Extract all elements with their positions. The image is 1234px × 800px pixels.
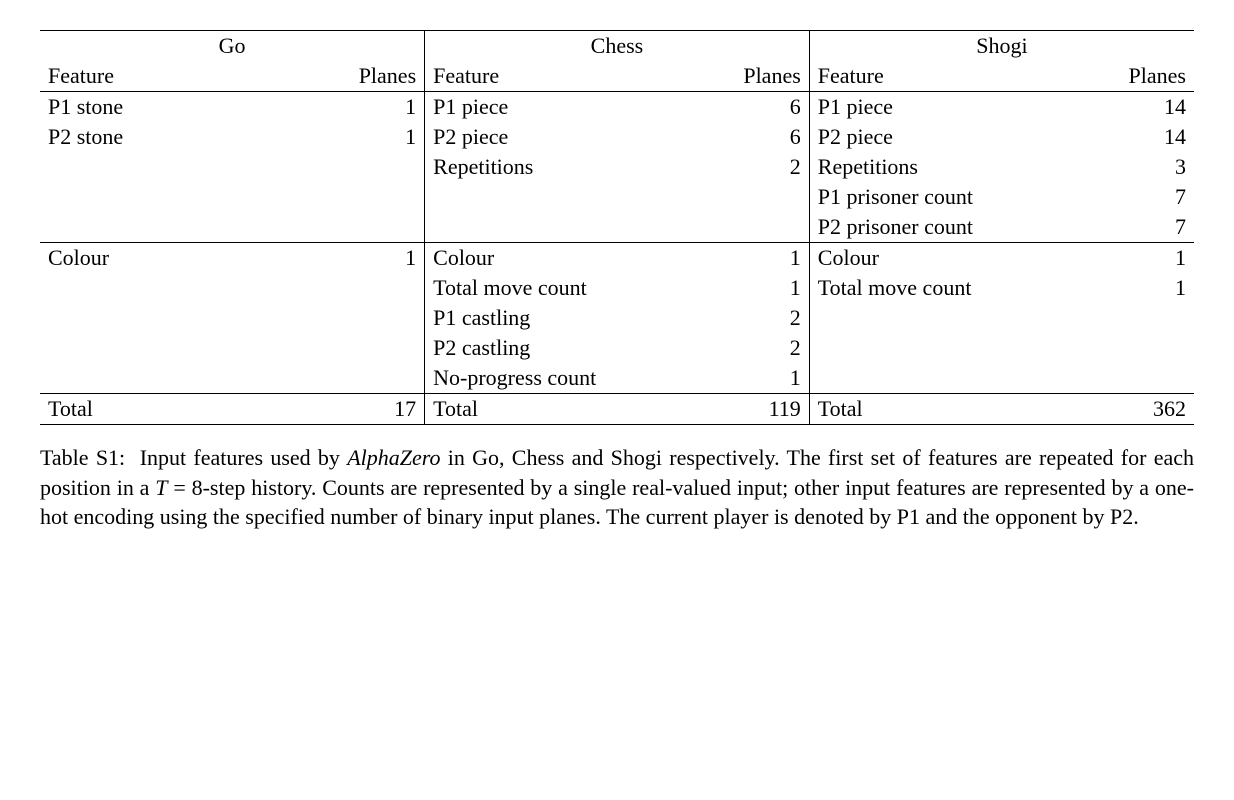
cell-feature: Colour xyxy=(425,243,691,274)
col-planes-go: Planes xyxy=(306,61,425,92)
table-row: P2 prisoner count 7 xyxy=(40,212,1194,243)
cell-planes xyxy=(306,182,425,212)
cell-planes: 1 xyxy=(1075,243,1194,274)
cell-planes: 1 xyxy=(690,363,809,394)
cell-feature xyxy=(40,182,306,212)
table-row: Total move count 1 Total move count 1 xyxy=(40,273,1194,303)
caption-text: -step history. Counts are represented by… xyxy=(40,475,1194,530)
cell-planes xyxy=(306,303,425,333)
table-row: P1 stone 1 P1 piece 6 P1 piece 14 xyxy=(40,92,1194,123)
cell-planes xyxy=(306,363,425,394)
cell-planes: 2 xyxy=(690,333,809,363)
cell-planes: 14 xyxy=(1075,122,1194,152)
cell-feature xyxy=(40,152,306,182)
cell-feature: P2 stone xyxy=(40,122,306,152)
cell-planes: 7 xyxy=(1075,212,1194,243)
cell-feature xyxy=(425,212,691,243)
col-planes-chess: Planes xyxy=(690,61,809,92)
cell-planes xyxy=(1075,363,1194,394)
game-header-shogi: Shogi xyxy=(809,31,1194,62)
feature-table: Go Chess Shogi Feature Planes Feature Pl… xyxy=(40,30,1194,425)
cell-planes: 6 xyxy=(690,92,809,123)
cell-planes xyxy=(690,212,809,243)
cell-feature xyxy=(809,333,1075,363)
cell-feature: P1 piece xyxy=(809,92,1075,123)
cell-feature: P1 stone xyxy=(40,92,306,123)
cell-feature: P2 piece xyxy=(425,122,691,152)
cell-feature xyxy=(40,273,306,303)
cell-feature xyxy=(809,363,1075,394)
table-row: Colour 1 Colour 1 Colour 1 xyxy=(40,243,1194,274)
total-planes-chess: 119 xyxy=(690,394,809,425)
cell-feature xyxy=(40,363,306,394)
cell-planes: 1 xyxy=(690,273,809,303)
cell-planes xyxy=(306,273,425,303)
cell-feature: Total move count xyxy=(425,273,691,303)
cell-planes xyxy=(1075,333,1194,363)
cell-planes: 1 xyxy=(690,243,809,274)
cell-feature: Colour xyxy=(809,243,1075,274)
cell-feature: P2 prisoner count xyxy=(809,212,1075,243)
caption-text: Input features used by xyxy=(140,445,347,470)
cell-feature xyxy=(40,303,306,333)
col-feature-chess: Feature xyxy=(425,61,691,92)
col-feature-go: Feature xyxy=(40,61,306,92)
cell-planes xyxy=(306,333,425,363)
cell-planes xyxy=(690,182,809,212)
cell-feature: P1 prisoner count xyxy=(809,182,1075,212)
total-label-go: Total xyxy=(40,394,306,425)
caption-math-eq: = 8 xyxy=(168,475,203,500)
table-row: P1 castling 2 xyxy=(40,303,1194,333)
cell-planes xyxy=(306,212,425,243)
cell-planes: 1 xyxy=(306,122,425,152)
table-row: Repetitions 2 Repetitions 3 xyxy=(40,152,1194,182)
cell-feature: No-progress count xyxy=(425,363,691,394)
game-header-go: Go xyxy=(40,31,425,62)
caption-alphazero: AlphaZero xyxy=(347,445,440,470)
cell-feature: Total move count xyxy=(809,273,1075,303)
caption-math-T: T xyxy=(155,475,167,500)
cell-planes: 6 xyxy=(690,122,809,152)
table-row: P2 castling 2 xyxy=(40,333,1194,363)
cell-planes: 1 xyxy=(306,92,425,123)
game-header-row: Go Chess Shogi xyxy=(40,31,1194,62)
cell-planes: 1 xyxy=(1075,273,1194,303)
cell-planes xyxy=(306,152,425,182)
cell-feature: Repetitions xyxy=(425,152,691,182)
cell-feature xyxy=(40,333,306,363)
cell-planes: 2 xyxy=(690,303,809,333)
cell-feature: Colour xyxy=(40,243,306,274)
cell-planes: 3 xyxy=(1075,152,1194,182)
table-row: P1 prisoner count 7 xyxy=(40,182,1194,212)
table-row: P2 stone 1 P2 piece 6 P2 piece 14 xyxy=(40,122,1194,152)
cell-planes: 14 xyxy=(1075,92,1194,123)
caption-label: Table S1: xyxy=(40,445,125,470)
total-label-shogi: Total xyxy=(809,394,1075,425)
col-planes-shogi: Planes xyxy=(1075,61,1194,92)
total-planes-shogi: 362 xyxy=(1075,394,1194,425)
total-row: Total 17 Total 119 Total 362 xyxy=(40,394,1194,425)
cell-feature: P2 piece xyxy=(809,122,1075,152)
game-header-chess: Chess xyxy=(425,31,810,62)
cell-planes xyxy=(1075,303,1194,333)
cell-feature: P1 castling xyxy=(425,303,691,333)
table-caption: Table S1: Input features used by AlphaZe… xyxy=(40,443,1194,532)
cell-feature xyxy=(40,212,306,243)
cell-feature: Repetitions xyxy=(809,152,1075,182)
table-row: No-progress count 1 xyxy=(40,363,1194,394)
cell-feature: P1 piece xyxy=(425,92,691,123)
cell-planes: 7 xyxy=(1075,182,1194,212)
total-planes-go: 17 xyxy=(306,394,425,425)
cell-feature xyxy=(425,182,691,212)
cell-planes: 2 xyxy=(690,152,809,182)
cell-planes: 1 xyxy=(306,243,425,274)
cell-feature: P2 castling xyxy=(425,333,691,363)
col-feature-shogi: Feature xyxy=(809,61,1075,92)
column-header-row: Feature Planes Feature Planes Feature Pl… xyxy=(40,61,1194,92)
total-label-chess: Total xyxy=(425,394,691,425)
cell-feature xyxy=(809,303,1075,333)
